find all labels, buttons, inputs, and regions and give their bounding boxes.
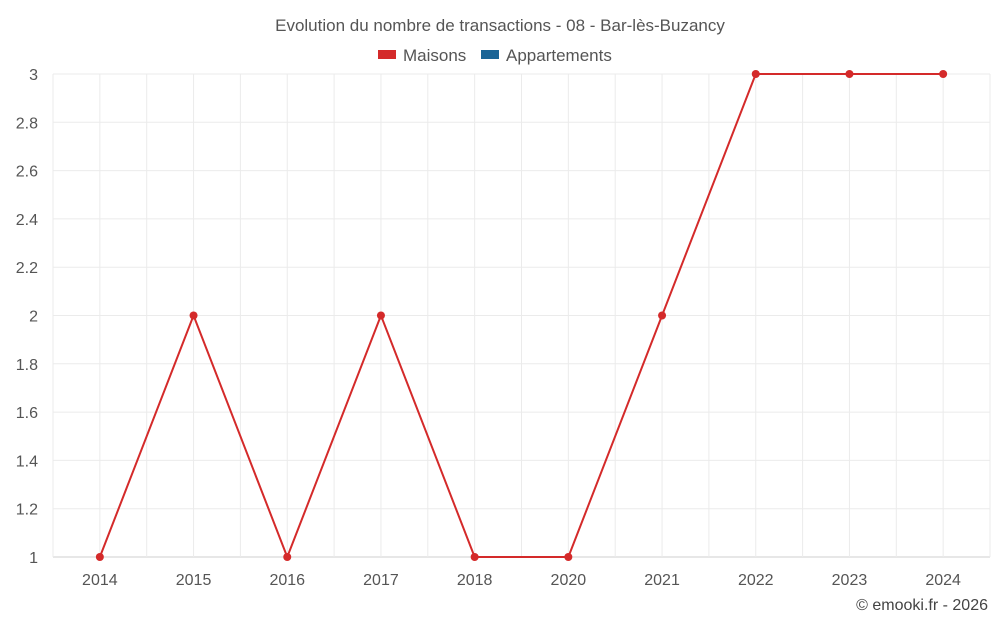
y-tick-label: 2.8 <box>16 115 38 132</box>
x-tick-label: 2018 <box>457 572 493 589</box>
y-axis-ticks: 1 1.2 1.4 1.6 1.8 2 2.2 2.4 2.6 2.8 3 <box>16 67 38 567</box>
data-point[interactable] <box>470 553 479 561</box>
data-point[interactable] <box>283 553 292 561</box>
grid <box>52 73 991 558</box>
data-point[interactable] <box>939 70 948 78</box>
legend: Maisons Appartements <box>378 46 612 65</box>
x-tick-label: 2014 <box>82 572 118 589</box>
series-maisons <box>95 70 948 561</box>
chart-title: Evolution du nombre de transactions - 08… <box>275 16 725 35</box>
y-tick-label: 2.6 <box>16 164 38 181</box>
y-tick-label: 2.4 <box>16 212 38 229</box>
x-tick-label: 2015 <box>176 572 212 589</box>
y-tick-label: 2.2 <box>16 260 38 277</box>
legend-swatch-maisons[interactable] <box>378 50 396 59</box>
x-tick-label: 2017 <box>363 572 399 589</box>
data-point[interactable] <box>564 553 573 561</box>
data-point[interactable] <box>658 311 667 320</box>
x-tick-label: 2021 <box>644 572 680 589</box>
x-tick-label: 2024 <box>925 572 961 589</box>
data-point[interactable] <box>751 70 760 78</box>
y-tick-label: 3 <box>29 67 38 84</box>
y-tick-label: 1 <box>29 550 38 567</box>
legend-label-maisons[interactable]: Maisons <box>403 46 466 65</box>
y-tick-label: 1.8 <box>16 357 38 374</box>
x-tick-label: 2016 <box>269 572 305 589</box>
series-line <box>98 73 944 558</box>
y-tick-label: 1.2 <box>16 502 38 519</box>
x-tick-label: 2022 <box>738 572 774 589</box>
legend-swatch-appartements[interactable] <box>481 50 499 59</box>
x-tick-label: 2020 <box>551 572 587 589</box>
y-tick-label: 2 <box>29 309 38 326</box>
legend-label-appartements[interactable]: Appartements <box>506 46 612 65</box>
credit-text: © emooki.fr - 2026 <box>856 597 988 614</box>
data-point[interactable] <box>845 70 854 78</box>
x-axis-ticks: 2014 2015 2016 2017 2018 2020 2021 2022 2023 2024 <box>82 572 961 589</box>
y-tick-label: 1.6 <box>16 405 38 422</box>
x-tick-label: 2023 <box>832 572 868 589</box>
data-point[interactable] <box>189 311 198 320</box>
data-point[interactable] <box>95 553 104 561</box>
data-point[interactable] <box>376 311 385 320</box>
y-tick-label: 1.4 <box>16 453 38 470</box>
